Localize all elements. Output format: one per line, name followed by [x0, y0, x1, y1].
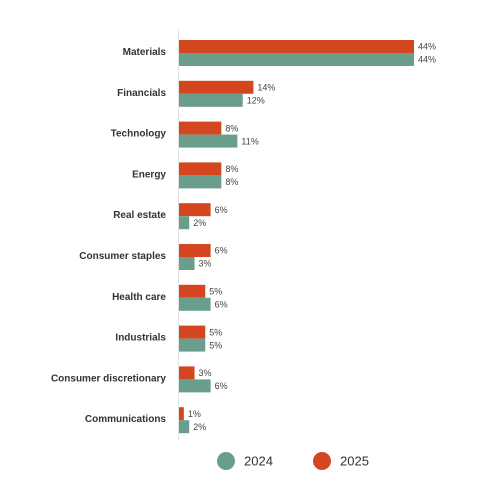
category-label-health-care: Health care — [112, 292, 166, 303]
bar-energy-2025 — [178, 162, 222, 176]
bars-layer: Materials 44% 44% Financials 14% 12% Technolog… — [51, 40, 436, 434]
category-label-materials: Materials — [123, 47, 167, 58]
value-label-materials-2025: 44% — [418, 42, 436, 52]
bar-communications-2024 — [178, 420, 190, 434]
category-label-financials: Financials — [117, 88, 166, 99]
category-label-consumer-staples: Consumer staples — [79, 251, 166, 262]
bar-consumer-discretionary-2024 — [178, 379, 211, 393]
bar-financials-2024 — [178, 93, 243, 107]
value-label-materials-2024: 44% — [418, 55, 436, 65]
bar-financials-2025 — [178, 80, 254, 94]
value-label-real-estate-2025: 6% — [215, 205, 228, 215]
bar-health-care-2025 — [178, 284, 206, 298]
bar-materials-2025 — [178, 40, 414, 53]
value-label-consumer-discretionary-2025: 3% — [199, 368, 212, 378]
value-label-financials-2024: 12% — [247, 96, 265, 106]
bar-technology-2025 — [178, 121, 222, 135]
bar-technology-2024 — [178, 134, 238, 148]
bar-consumer-staples-2025 — [178, 244, 211, 257]
value-label-health-care-2025: 5% — [209, 287, 222, 297]
bar-real-estate-2025 — [178, 203, 211, 217]
bar-industrials-2024 — [178, 338, 206, 352]
legend-label-2025: 2025 — [340, 454, 369, 469]
legend: 2024 2025 — [217, 452, 369, 470]
legend-label-2024: 2024 — [244, 454, 273, 469]
value-label-energy-2025: 8% — [225, 164, 238, 174]
value-label-consumer-staples-2024: 3% — [199, 259, 212, 269]
value-label-financials-2025: 14% — [257, 83, 275, 93]
category-label-communications: Communications — [85, 414, 167, 425]
bar-communications-2025 — [178, 407, 184, 421]
bar-consumer-discretionary-2025 — [178, 366, 195, 380]
category-label-energy: Energy — [132, 169, 166, 180]
value-label-energy-2024: 8% — [225, 177, 238, 187]
bar-industrials-2025 — [178, 325, 206, 339]
bar-health-care-2024 — [178, 297, 211, 311]
legend-marker-2024 — [217, 452, 235, 470]
value-label-health-care-2024: 6% — [215, 300, 228, 310]
bar-consumer-staples-2024 — [178, 257, 195, 270]
value-label-consumer-staples-2025: 6% — [215, 246, 228, 256]
bar-energy-2024 — [178, 175, 222, 189]
category-label-industrials: Industrials — [115, 333, 166, 344]
value-label-industrials-2025: 5% — [209, 327, 222, 337]
value-label-consumer-discretionary-2024: 6% — [215, 381, 228, 391]
bar-real-estate-2024 — [178, 216, 190, 230]
value-label-technology-2024: 11% — [241, 136, 258, 146]
category-label-consumer-discretionary: Consumer discretionary — [51, 373, 166, 384]
value-label-communications-2025: 1% — [188, 409, 201, 419]
value-label-communications-2024: 2% — [193, 422, 206, 432]
category-label-real-estate: Real estate — [113, 210, 166, 221]
bar-materials-2024 — [178, 53, 414, 66]
value-label-industrials-2024: 5% — [209, 340, 222, 350]
category-label-technology: Technology — [111, 129, 167, 140]
legend-marker-2025 — [313, 452, 331, 470]
value-label-real-estate-2024: 2% — [193, 218, 206, 228]
value-label-technology-2025: 8% — [225, 123, 238, 133]
